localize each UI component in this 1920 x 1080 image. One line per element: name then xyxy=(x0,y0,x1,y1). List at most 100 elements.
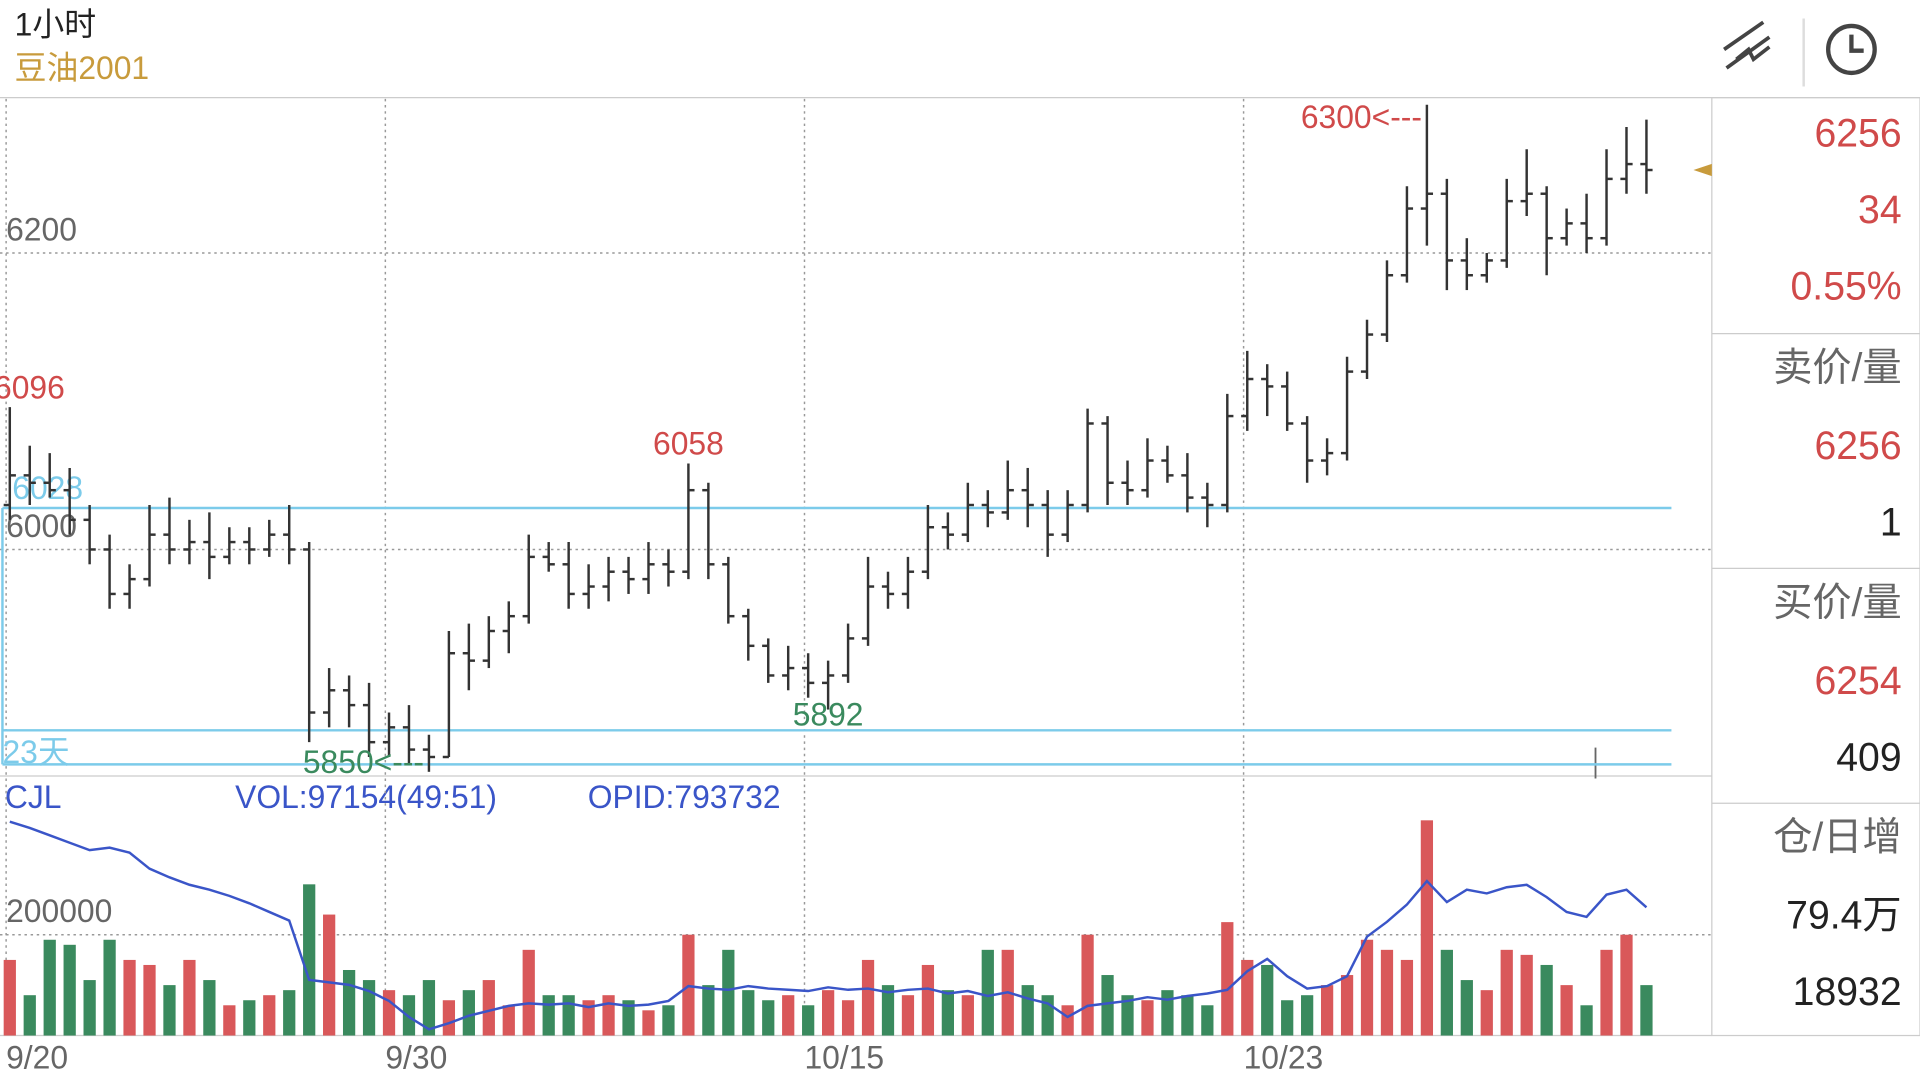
extreme-label: 6096 xyxy=(0,369,65,405)
volume-bar xyxy=(841,1000,855,1036)
volume-bar xyxy=(1560,985,1573,1036)
volume-bar xyxy=(1201,1005,1214,1036)
volume-bar xyxy=(462,990,475,1036)
volume-bar xyxy=(742,990,755,1036)
bid-vol: 409 xyxy=(1836,735,1901,779)
volume-bar xyxy=(1440,949,1453,1036)
clock-icon[interactable] xyxy=(1826,23,1877,76)
volume-bar xyxy=(782,995,795,1036)
volume-bar xyxy=(1320,985,1334,1036)
symbol: 豆油2001 xyxy=(15,50,149,86)
volume-bar xyxy=(1101,975,1114,1036)
volume-bar xyxy=(702,985,715,1036)
volume-bar xyxy=(23,995,36,1036)
volume-bar xyxy=(83,980,96,1036)
y-tick-label: 6000 xyxy=(6,508,77,544)
oi-label: 仓/日增 xyxy=(1773,816,1901,860)
volume-bar xyxy=(1241,959,1254,1036)
oi-change: 18932 xyxy=(1793,970,1902,1014)
volume-bar xyxy=(502,1005,515,1036)
volume-bar xyxy=(662,1005,675,1036)
extreme-label: 6058 xyxy=(653,426,724,462)
volume-bar xyxy=(1500,949,1513,1036)
volume-bar xyxy=(722,949,735,1036)
volume-bar xyxy=(881,985,895,1036)
ask: 6256 xyxy=(1814,424,1901,468)
extreme-label: 5892 xyxy=(793,696,864,732)
volume-bar xyxy=(123,959,136,1036)
volume-bar xyxy=(1221,922,1234,1036)
volume-bar xyxy=(642,1010,655,1036)
volume-bar xyxy=(63,944,76,1036)
volume-bar xyxy=(1420,820,1434,1036)
volume-bar xyxy=(303,884,316,1036)
extreme-label: 5850<--- xyxy=(303,744,424,780)
volume-bar xyxy=(802,1005,815,1036)
volume-bar xyxy=(1380,949,1394,1036)
bid-label: 买价/量 xyxy=(1773,581,1901,625)
volume-bar xyxy=(1460,980,1473,1036)
y-tick-label: 6200 xyxy=(6,211,77,247)
volume-bar xyxy=(342,969,356,1036)
x-tick-label: 9/30 xyxy=(385,1040,447,1076)
volume-bar xyxy=(1580,1005,1593,1036)
volume-bar xyxy=(1181,995,1194,1036)
volume-bar xyxy=(243,1000,256,1036)
volume-bar xyxy=(1520,954,1533,1036)
volume-bar xyxy=(822,990,835,1036)
volume-bar xyxy=(762,1000,775,1036)
volume-bar xyxy=(1600,949,1613,1036)
volume-bar xyxy=(941,990,954,1036)
extreme-label: 6300<--- xyxy=(1301,99,1422,135)
volume-bar xyxy=(402,995,416,1036)
volume-bar xyxy=(1141,1000,1154,1036)
x-tick-label: 10/15 xyxy=(804,1040,884,1076)
volume-bar xyxy=(961,995,974,1036)
oi: 79.4万 xyxy=(1786,893,1901,937)
volume-bar xyxy=(1340,975,1354,1036)
last-price: 6256 xyxy=(1814,111,1901,155)
ask-vol: 1 xyxy=(1880,500,1902,544)
volume-bar xyxy=(1301,995,1314,1036)
volume-bar xyxy=(522,949,535,1036)
volume-bar xyxy=(1620,934,1633,1036)
volume-bar xyxy=(442,1000,456,1036)
volume-bar xyxy=(203,980,216,1036)
volume-bar xyxy=(43,939,56,1036)
opid-label: OPID:793732 xyxy=(588,779,781,815)
quote-panel xyxy=(1711,97,1920,1037)
x-tick-label: 9/20 xyxy=(6,1040,68,1076)
vol-label: VOL:97154(49:51) xyxy=(235,779,497,815)
change-pct: 0.55% xyxy=(1791,264,1902,308)
volume-bar xyxy=(622,1000,635,1036)
period-label: 23天 xyxy=(2,734,69,770)
volume-bar xyxy=(283,990,296,1036)
volume-bar xyxy=(602,995,615,1036)
bid: 6254 xyxy=(1814,659,1901,703)
volume-bar xyxy=(1121,995,1134,1036)
oi-line xyxy=(9,820,1648,1031)
volume-bar xyxy=(1061,1005,1074,1036)
volume-bar xyxy=(103,939,116,1036)
volume-bar xyxy=(981,949,994,1036)
volume-bar xyxy=(362,980,376,1036)
ask-label: 卖价/量 xyxy=(1773,346,1901,390)
x-tick-label: 10/23 xyxy=(1244,1040,1324,1076)
volume-bar xyxy=(1540,964,1553,1036)
draw-tool-icon[interactable] xyxy=(1723,20,1771,70)
volume-bar xyxy=(921,964,935,1036)
volume-bar xyxy=(3,959,16,1036)
volume-bar xyxy=(163,985,176,1036)
volume-bar xyxy=(1360,939,1374,1036)
volume-bar xyxy=(901,995,915,1036)
volume-bar xyxy=(143,964,156,1036)
volume-bar xyxy=(323,914,336,1036)
price-line-label: 6028 xyxy=(12,470,83,506)
volume-bar xyxy=(1281,1000,1294,1036)
volume-bar xyxy=(562,995,575,1036)
volume-bar xyxy=(223,1005,236,1036)
volume-bar xyxy=(1480,990,1493,1036)
volume-bar xyxy=(1161,990,1174,1036)
